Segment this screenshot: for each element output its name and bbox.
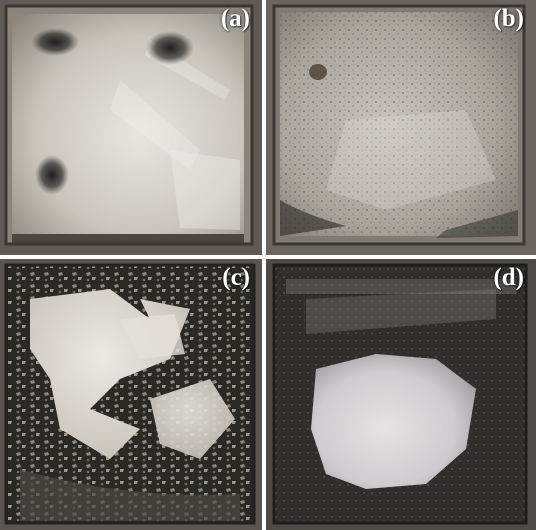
photo-panel-a: (a) [0, 0, 262, 255]
tray-photo-a [0, 0, 262, 255]
photo-panel-d: (d) [266, 259, 536, 530]
tray-photo-b [266, 0, 536, 255]
panel-label-d: (d) [493, 264, 524, 291]
panel-label-a: (a) [220, 5, 250, 32]
photo-panel-c: (c) [0, 259, 262, 530]
photo-panel-b: (b) [266, 0, 536, 255]
panel-label-b: (b) [493, 5, 524, 32]
tray-photo-c [0, 259, 262, 530]
tray-photo-d [266, 259, 536, 530]
panel-label-c: (c) [222, 264, 250, 291]
